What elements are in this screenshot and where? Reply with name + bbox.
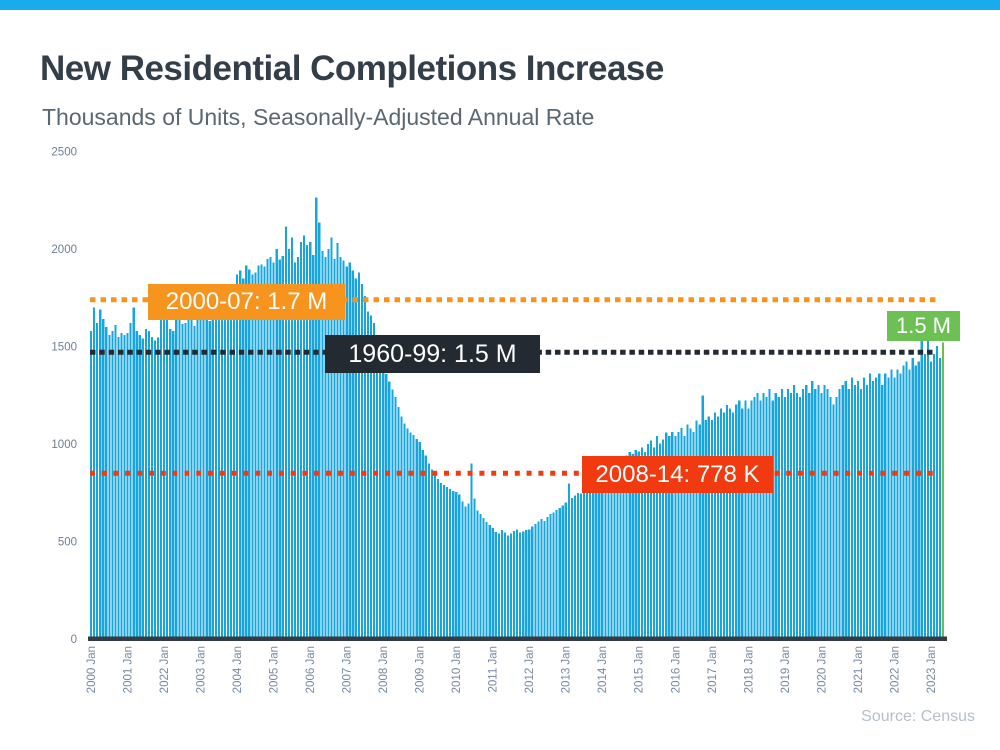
x-tick-label: 2000 Jan	[86, 646, 98, 693]
monthly-bars	[90, 197, 945, 640]
x-tick-label: 2021 Jan	[853, 646, 865, 693]
ref-line-badge-2008-14: 2008-14: 778 K	[582, 456, 773, 493]
y-tick-label: 500	[58, 537, 77, 549]
x-tick-label: 2023 Jan	[926, 646, 938, 693]
x-tick-label: 2004 Jan	[232, 646, 244, 693]
x-tick-label: 2001 Jan	[123, 646, 135, 693]
x-tick-label: 2022 Jan	[159, 646, 171, 693]
x-tick-label: 2020 Jan	[816, 646, 828, 693]
x-tick-label: 2003 Jan	[196, 646, 208, 693]
x-tick-label: 2017 Jan	[707, 646, 719, 693]
brand-top-strip	[0, 0, 1000, 10]
ref-line-badge-1960-99: 1960-99: 1.5 M	[325, 335, 540, 373]
x-tick-label: 2013 Jan	[561, 646, 573, 693]
latest-value-badge: 1.5 M	[887, 311, 960, 341]
chart-subtitle: Thousands of Units, Seasonally-Adjusted …	[42, 104, 595, 130]
x-tick-label: 2012 Jan	[524, 646, 536, 693]
x-tick-label: 2008 Jan	[378, 646, 390, 693]
x-tick-label: 2018 Jan	[743, 646, 755, 693]
x-tick-label: 2007 Jan	[342, 646, 354, 693]
source-credit: Source: Census	[861, 708, 975, 725]
x-tick-label: 2019 Jan	[780, 646, 792, 693]
y-tick-label: 2000	[51, 244, 77, 256]
ref-line-badge-2000-07: 2000-07: 1.7 M	[148, 284, 345, 320]
x-tick-label: 2016 Jan	[670, 646, 682, 693]
x-tick-label: 2015 Jan	[634, 646, 646, 693]
page-title: New Residential Completions Increase	[40, 49, 664, 88]
x-tick-label: 2010 Jan	[451, 646, 463, 693]
x-tick-label: 2005 Jan	[269, 646, 281, 693]
y-tick-label: 1500	[51, 342, 77, 354]
x-tick-label: 2006 Jan	[305, 646, 317, 693]
x-tick-label: 2009 Jan	[415, 646, 427, 693]
x-tick-label: 2014 Jan	[597, 646, 609, 693]
y-tick-label: 1000	[51, 439, 77, 451]
x-tick-label: 2022 Jan	[889, 646, 901, 693]
y-tick-label: 2500	[51, 147, 77, 159]
x-axis-line	[88, 636, 947, 641]
y-tick-label: 0	[71, 634, 77, 646]
x-tick-label: 2011 Jan	[488, 646, 500, 692]
